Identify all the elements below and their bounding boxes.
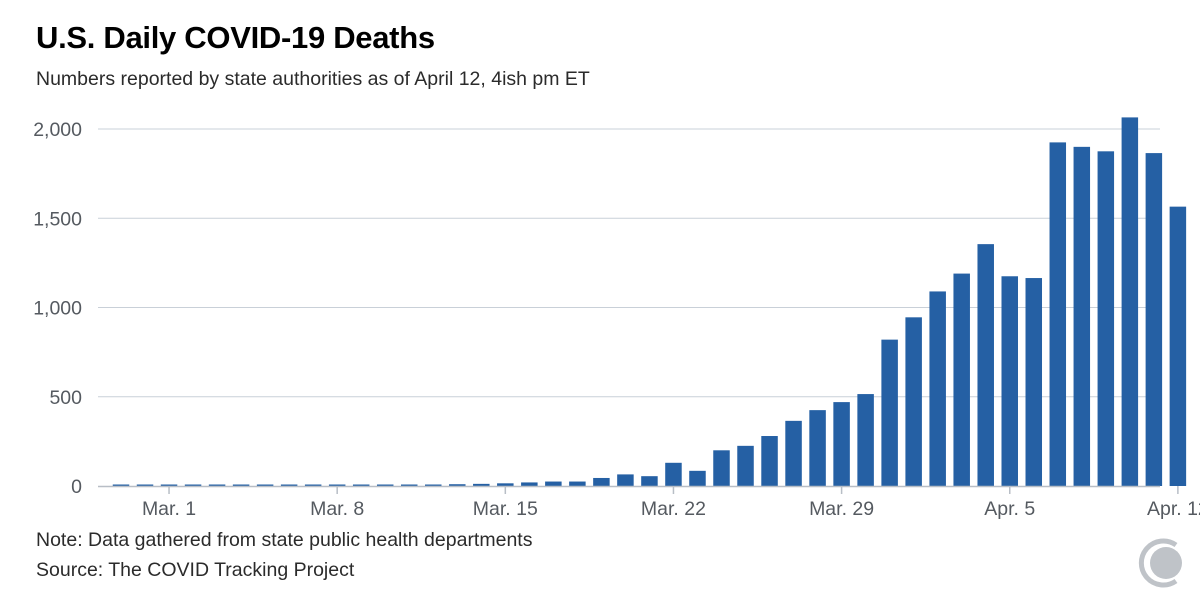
bar bbox=[713, 450, 730, 486]
bar bbox=[665, 462, 682, 486]
x-tick-label: Apr. 12 bbox=[1147, 498, 1200, 520]
bar bbox=[953, 273, 970, 486]
bar bbox=[761, 436, 778, 486]
bar bbox=[521, 482, 538, 486]
bars bbox=[112, 117, 1187, 487]
bar bbox=[280, 484, 298, 486]
covid-tracking-project-logo-icon bbox=[1138, 538, 1182, 588]
bar bbox=[352, 484, 370, 486]
bar bbox=[545, 481, 562, 486]
x-axis: Mar. 1 Mar. 8 Mar. 15 Mar. 22 Mar. 29 Apr. 5 A… bbox=[98, 485, 1200, 520]
y-tick-label: 2,000 bbox=[33, 119, 82, 141]
bar bbox=[376, 484, 394, 486]
bar bbox=[1169, 206, 1187, 486]
bar bbox=[977, 244, 994, 486]
bar bbox=[1025, 278, 1043, 486]
bar bbox=[449, 484, 466, 486]
bar bbox=[112, 484, 130, 486]
y-tick-label: 1,000 bbox=[33, 298, 82, 320]
bar bbox=[617, 474, 634, 486]
bar bbox=[785, 420, 802, 486]
y-axis-ticks: 0 500 1,000 1,500 2,000 bbox=[33, 119, 82, 498]
bar bbox=[857, 394, 874, 486]
bar bbox=[881, 339, 898, 486]
bar bbox=[328, 484, 346, 486]
chart-subtitle: Numbers reported by state authorities as… bbox=[36, 68, 590, 90]
chart-source: Source: The COVID Tracking Project bbox=[36, 559, 355, 581]
y-tick-label: 1,500 bbox=[33, 208, 82, 230]
bar bbox=[232, 484, 250, 486]
bar bbox=[641, 476, 658, 486]
gridlines bbox=[98, 128, 1160, 398]
bar bbox=[400, 484, 418, 486]
x-tick-label: Apr. 5 bbox=[984, 498, 1035, 520]
bar bbox=[809, 410, 826, 486]
bar bbox=[1049, 142, 1067, 486]
bar bbox=[689, 470, 706, 486]
y-tick-label: 500 bbox=[49, 387, 82, 409]
x-tick-label: Mar. 1 bbox=[142, 498, 196, 520]
x-tick-label: Mar. 15 bbox=[473, 498, 538, 520]
chart-title: U.S. Daily COVID-19 Deaths bbox=[36, 20, 435, 55]
bar bbox=[1097, 151, 1115, 486]
bar bbox=[304, 484, 322, 486]
bar bbox=[1121, 117, 1139, 487]
bar bbox=[1073, 146, 1091, 486]
bar bbox=[473, 483, 490, 486]
bar bbox=[184, 484, 202, 486]
x-tick-label: Mar. 22 bbox=[641, 498, 706, 520]
bar bbox=[425, 484, 442, 486]
bar bbox=[569, 481, 586, 486]
bar bbox=[833, 402, 850, 486]
x-tick-label: Mar. 8 bbox=[310, 498, 364, 520]
bar bbox=[593, 477, 610, 486]
bar bbox=[929, 291, 946, 486]
bar bbox=[497, 483, 514, 486]
y-tick-label: 0 bbox=[71, 476, 82, 498]
bar bbox=[160, 484, 178, 486]
bar bbox=[905, 317, 922, 486]
bar bbox=[1145, 153, 1163, 486]
bar bbox=[136, 484, 154, 486]
bar bbox=[737, 445, 754, 486]
bar bbox=[256, 484, 274, 486]
chart-note: Note: Data gathered from state public he… bbox=[36, 529, 533, 551]
bar bbox=[208, 484, 226, 486]
bar bbox=[1001, 276, 1018, 486]
x-tick-label: Mar. 29 bbox=[809, 498, 874, 520]
